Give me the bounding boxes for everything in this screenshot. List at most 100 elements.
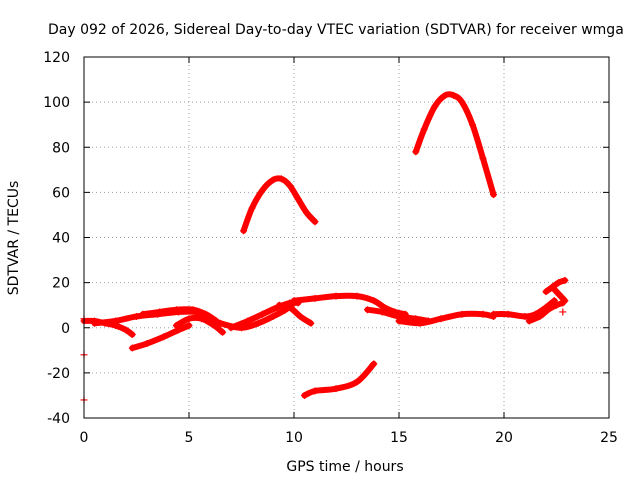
data-point-marker (160, 333, 168, 341)
data-point-marker (504, 310, 512, 318)
data-point-marker (450, 91, 458, 99)
data-point-marker (185, 315, 193, 323)
axis-ticks (83, 56, 610, 419)
data-series (80, 91, 569, 404)
data-point-marker (548, 283, 556, 291)
x-tick-label: 25 (600, 430, 618, 446)
data-point-marker (561, 297, 569, 305)
data-point-marker (561, 276, 569, 284)
series-arc-6 (196, 299, 298, 332)
data-point-marker (458, 98, 466, 106)
data-point-marker (91, 319, 98, 327)
data-point-marker (431, 103, 439, 111)
data-point-marker (479, 155, 487, 163)
series-arc-3 (128, 321, 193, 352)
data-point-marker (248, 204, 256, 212)
chart-title: Day 092 of 2026, Sidereal Day-to-day VTE… (48, 22, 624, 38)
data-point-marker (269, 312, 277, 320)
data-point-marker (128, 344, 136, 352)
data-point-marker (196, 310, 203, 318)
data-point-marker (301, 391, 308, 399)
series-arc-15 (490, 297, 558, 320)
x-tick-label: 20 (495, 430, 513, 446)
data-point-marker (353, 378, 361, 386)
data-point-marker (525, 317, 533, 325)
data-point-marker (122, 326, 130, 334)
data-point-marker (311, 387, 319, 395)
data-point-marker (378, 308, 386, 316)
data-point-marker (542, 288, 550, 296)
y-tick-label: -20 (47, 366, 70, 382)
series-arc-18 (548, 283, 569, 305)
data-point-marker (416, 319, 424, 327)
data-point-marker (458, 310, 466, 318)
data-point-marker (185, 321, 193, 329)
data-point-marker (311, 294, 319, 302)
data-point-marker (227, 324, 235, 332)
y-tick-label: 80 (52, 140, 70, 156)
data-point-marker (412, 148, 420, 156)
data-point-marker (370, 360, 378, 368)
data-point-marker (332, 385, 340, 393)
y-tick-label: 120 (43, 50, 70, 66)
x-tick-label: 10 (285, 430, 303, 446)
x-tick-label: 5 (185, 430, 194, 446)
data-point-marker (277, 175, 285, 183)
data-point-marker (437, 315, 445, 323)
grid-lines (84, 57, 609, 418)
data-point-marker (128, 331, 136, 339)
series-arc-9 (240, 175, 319, 235)
data-point-marker (296, 312, 304, 320)
data-point-marker (479, 310, 487, 318)
data-point-marker (240, 227, 248, 235)
data-point-marker (172, 321, 180, 329)
x-tick-label: 0 (80, 430, 89, 446)
y-axis-label: SDTVAR / TECUs (6, 181, 22, 296)
y-tick-label: -40 (47, 411, 70, 427)
data-point-marker (370, 297, 378, 305)
data-point-marker (420, 125, 428, 133)
series-trace (543, 277, 568, 295)
data-point-marker (441, 91, 449, 99)
data-point-marker (172, 306, 180, 314)
data-point-marker (353, 292, 361, 300)
data-point-marker (559, 308, 567, 316)
data-point-marker (364, 306, 371, 314)
y-tick-label: 0 (61, 321, 70, 337)
series-arc-7 (227, 299, 302, 332)
data-point-marker (490, 191, 497, 199)
series-trace (276, 302, 314, 327)
data-point-marker (290, 297, 298, 305)
data-point-marker (275, 301, 283, 309)
data-point-marker (259, 186, 266, 194)
data-point-marker (544, 306, 552, 314)
data-point-marker (143, 340, 151, 348)
data-point-marker (555, 290, 563, 298)
y-tick-label: 40 (52, 231, 70, 247)
data-point-marker (244, 317, 252, 325)
x-tick-label: 15 (390, 430, 408, 446)
series-trace (240, 175, 318, 234)
data-point-marker (139, 310, 147, 318)
y-tick-label: 100 (43, 95, 70, 111)
data-point-marker (536, 312, 544, 320)
data-point-marker (307, 319, 315, 327)
series-trace (412, 91, 497, 198)
data-point-marker (189, 306, 197, 314)
series-arc-14 (412, 91, 497, 199)
data-point-marker (269, 176, 277, 184)
tick-labels: 0 5 10 15 20 25 -40 -20 0 20 40 60 80 100 120 (43, 50, 618, 446)
data-point-marker (254, 319, 262, 327)
y-tick-label: 60 (52, 185, 70, 201)
data-point-marker (217, 319, 224, 327)
data-point-marker (259, 310, 266, 318)
data-point-marker (112, 317, 119, 325)
data-point-marker (332, 292, 340, 300)
data-point-marker (521, 312, 529, 320)
data-point-marker (490, 310, 497, 318)
y-tick-label: 20 (52, 276, 70, 292)
data-point-marker (219, 328, 227, 336)
data-point-marker (286, 303, 294, 311)
series-arc-11 (301, 360, 378, 399)
data-point-marker (311, 218, 319, 226)
